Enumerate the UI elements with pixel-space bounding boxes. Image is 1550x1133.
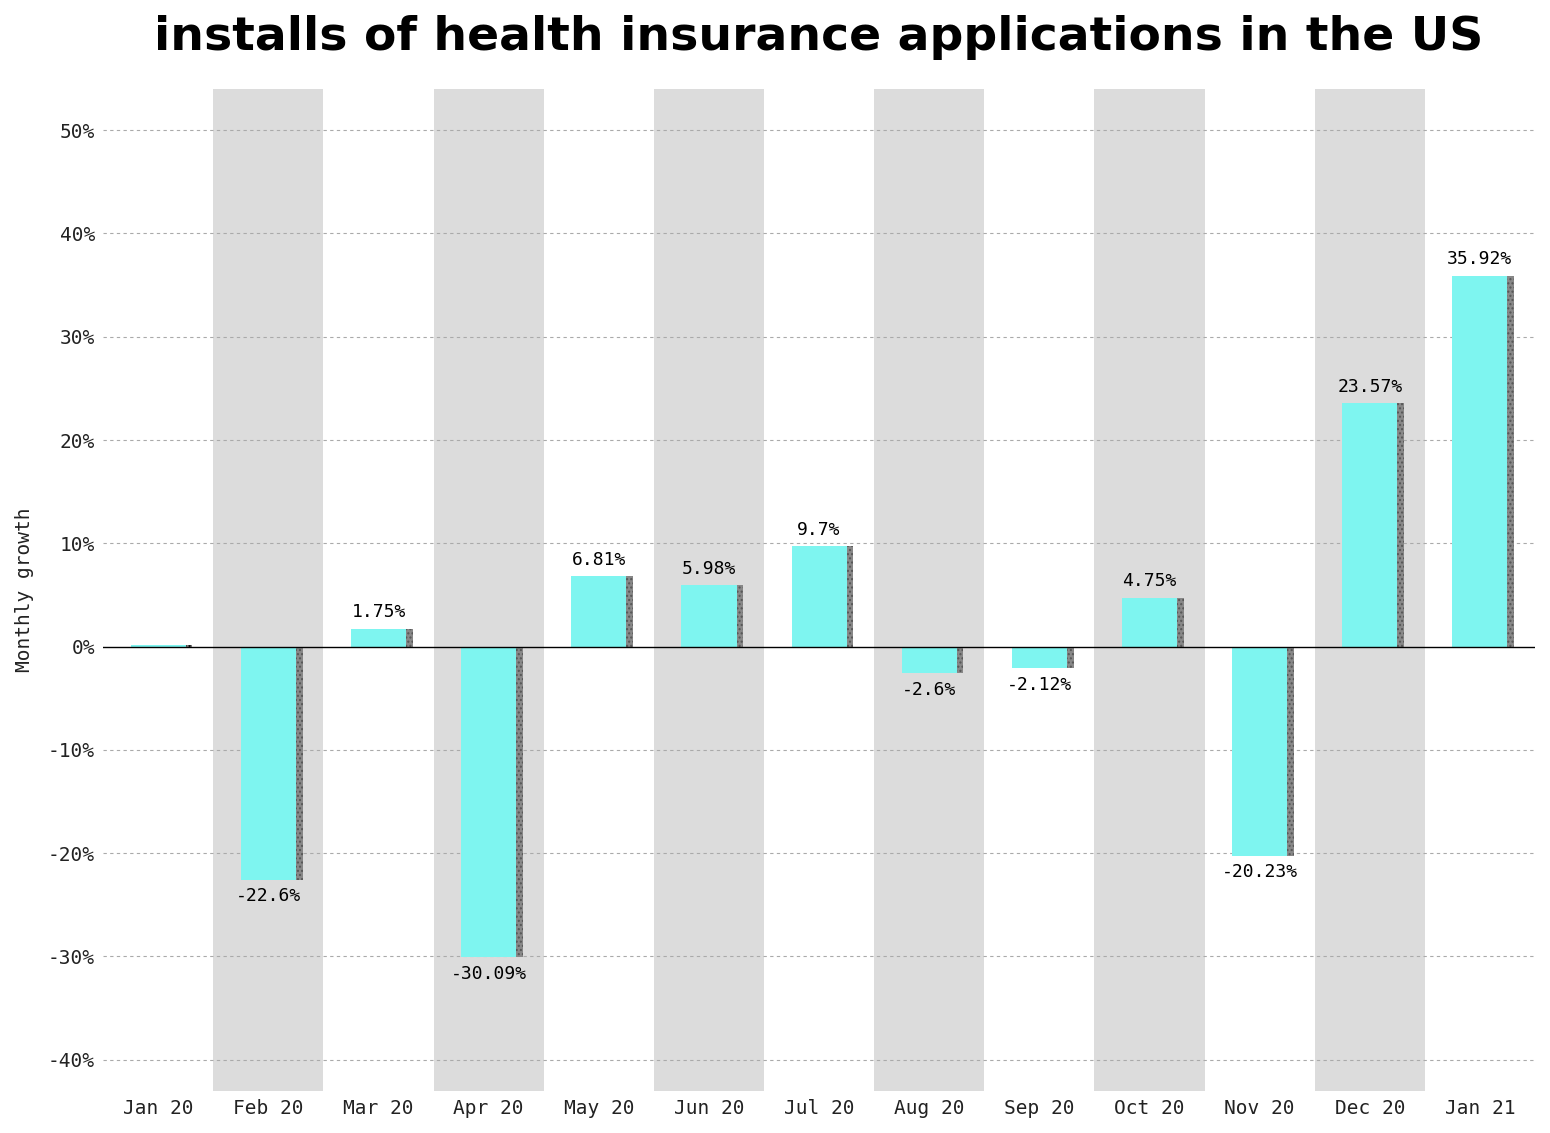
Bar [1452, 275, 1508, 647]
Bar [792, 546, 846, 647]
Bar [1459, 275, 1514, 647]
Bar [902, 647, 956, 673]
Bar [688, 585, 742, 647]
Bar [1094, 88, 1204, 1091]
Bar [1018, 647, 1074, 668]
Bar [434, 88, 544, 1091]
Bar [1238, 647, 1294, 855]
Text: 23.57%: 23.57% [1338, 378, 1403, 395]
Bar [1128, 597, 1184, 647]
Bar [462, 647, 516, 957]
Text: 5.98%: 5.98% [682, 560, 736, 578]
Bar [214, 88, 324, 1091]
Bar [572, 577, 626, 647]
Bar [240, 647, 296, 880]
Text: 9.7%: 9.7% [797, 521, 840, 539]
Text: 1.75%: 1.75% [352, 603, 406, 621]
Bar [350, 629, 406, 647]
Bar [1122, 597, 1176, 647]
Text: 6.81%: 6.81% [572, 551, 626, 569]
Bar [358, 629, 412, 647]
Bar [1232, 647, 1286, 855]
Bar [1348, 403, 1404, 647]
Text: -22.6%: -22.6% [236, 887, 301, 905]
Bar [248, 647, 302, 880]
Bar [468, 647, 522, 957]
Text: -2.6%: -2.6% [902, 681, 956, 699]
Text: -20.23%: -20.23% [1221, 862, 1297, 880]
Bar [578, 577, 632, 647]
Text: -30.09%: -30.09% [451, 964, 527, 982]
Bar [138, 645, 192, 648]
Bar [798, 546, 852, 647]
Bar [908, 647, 964, 673]
Bar [1342, 403, 1398, 647]
Bar [1012, 647, 1066, 668]
Text: -2.12%: -2.12% [1008, 675, 1073, 693]
Title: installs of health insurance applications in the US: installs of health insurance application… [155, 15, 1483, 60]
Bar [874, 88, 984, 1091]
Bar [130, 645, 186, 648]
Text: 35.92%: 35.92% [1448, 250, 1513, 269]
Y-axis label: Monthly growth: Monthly growth [16, 508, 34, 672]
Bar [654, 88, 764, 1091]
Text: 4.75%: 4.75% [1122, 572, 1176, 590]
Bar [1314, 88, 1424, 1091]
Bar [682, 585, 736, 647]
